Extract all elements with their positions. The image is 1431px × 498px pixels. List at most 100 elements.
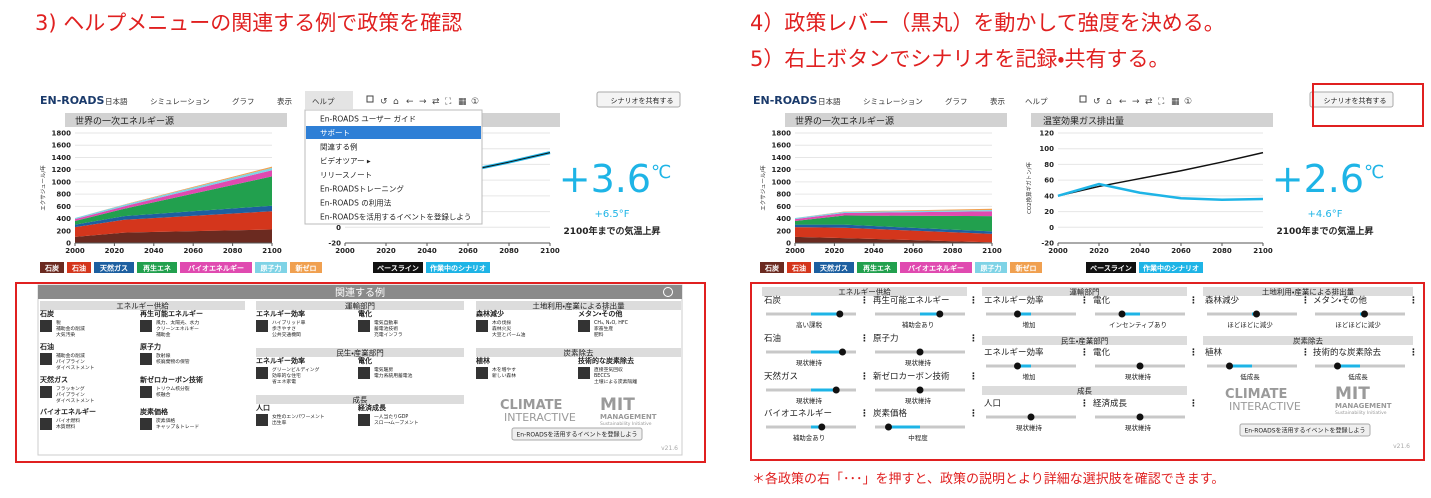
menu[interactable]: シミュレーション xyxy=(150,97,210,106)
slider-knob[interactable] xyxy=(885,423,892,431)
slider-knob[interactable] xyxy=(839,348,846,356)
example-name[interactable]: 人口 xyxy=(255,404,270,412)
example-name[interactable]: メタン・その他 xyxy=(578,309,622,318)
more-button[interactable]: ⋮ xyxy=(969,409,978,419)
event-button-label[interactable]: En-ROADSを活用するイベントを登録しよう xyxy=(1244,427,1365,435)
more-button[interactable]: ⋮ xyxy=(969,334,978,344)
menu[interactable]: ヘルプ xyxy=(1025,97,1048,106)
more-button[interactable]: ⋮ xyxy=(1189,296,1198,306)
menu[interactable]: グラフ xyxy=(945,96,968,106)
example-name[interactable]: 森林減少 xyxy=(476,309,504,318)
slider-knob[interactable] xyxy=(1253,310,1260,318)
slider-knob[interactable] xyxy=(1027,413,1035,421)
menu[interactable]: グラフ xyxy=(232,96,255,106)
slider-knob[interactable] xyxy=(832,386,840,394)
slider-knob[interactable] xyxy=(836,310,844,318)
example-name[interactable]: 石油 xyxy=(39,342,54,351)
example-line: BECCS xyxy=(594,373,610,379)
close-button[interactable] xyxy=(663,287,673,297)
more-button[interactable]: ⋮ xyxy=(1080,399,1089,409)
slider-knob[interactable] xyxy=(1118,310,1126,318)
menu-item[interactable]: En-ROADS ユーザー ガイド xyxy=(320,114,416,124)
toolbar-icon[interactable]: ⇄ xyxy=(1145,97,1153,107)
toolbar-icon[interactable]: ▦ xyxy=(1171,97,1180,107)
toolbar-icon[interactable]: ⛶ xyxy=(444,96,452,107)
event-button[interactable] xyxy=(511,427,643,441)
share-label[interactable]: シナリオを共有する xyxy=(611,96,674,105)
toolbar-icon[interactable]: ⌂ xyxy=(393,97,399,107)
slider-knob[interactable] xyxy=(936,310,944,318)
menu-item[interactable]: 関連する例 xyxy=(320,142,358,152)
example-name[interactable]: 技術的な炭素除去 xyxy=(578,356,634,365)
menu[interactable]: 表示 xyxy=(990,96,1005,106)
example-name[interactable]: エネルギー効率 xyxy=(256,356,305,365)
toolbar-icon[interactable]: ▦ xyxy=(458,97,467,107)
more-button[interactable]: ⋮ xyxy=(969,296,978,306)
more-button[interactable]: ⋮ xyxy=(860,372,869,382)
toolbar-icon[interactable]: ⌂ xyxy=(1106,97,1112,107)
example-name[interactable]: 再生可能エネルギー xyxy=(140,309,203,318)
share-label[interactable]: シナリオを共有する xyxy=(1324,96,1387,105)
more-button[interactable]: ⋮ xyxy=(860,296,869,306)
event-button-label[interactable]: En-ROADSを活用するイベントを登録しよう xyxy=(516,431,637,439)
example-name[interactable]: エネルギー効率 xyxy=(256,309,305,318)
temperature-caption: 2100年までの気温上昇 xyxy=(1276,225,1373,237)
event-button[interactable] xyxy=(1239,423,1371,437)
slider-knob[interactable] xyxy=(1136,413,1144,421)
example-name[interactable]: 植林 xyxy=(476,356,491,365)
slider-knob[interactable] xyxy=(1014,362,1021,370)
more-button[interactable]: ⋮ xyxy=(1189,348,1198,358)
example-name[interactable]: 電化 xyxy=(358,309,372,318)
toolbar-icon[interactable]: ↺ xyxy=(1093,97,1101,107)
more-button[interactable]: ⋮ xyxy=(860,334,869,344)
share-button[interactable] xyxy=(596,91,681,108)
slider-knob[interactable] xyxy=(1014,310,1021,318)
example-name[interactable]: 石炭 xyxy=(39,309,54,318)
menu[interactable]: ヘルプ xyxy=(312,97,335,106)
more-button[interactable]: ⋮ xyxy=(860,409,869,419)
menu-item[interactable]: En-ROADSトレーニング xyxy=(320,184,404,194)
more-button[interactable]: ⋮ xyxy=(1080,296,1089,306)
slider-knob[interactable] xyxy=(1361,310,1368,318)
menu[interactable]: シミュレーション xyxy=(863,97,923,106)
example-name[interactable]: 経済成長 xyxy=(357,403,387,412)
example-name[interactable]: バイオエネルギー xyxy=(40,407,96,416)
menu[interactable]: 日本語 xyxy=(105,96,128,106)
menu-item[interactable]: En-ROADSを活用するイベントを登録しよう xyxy=(320,212,471,222)
more-button[interactable]: ⋮ xyxy=(1409,348,1418,358)
toolbar-icon[interactable]: ① xyxy=(471,97,479,107)
example-name[interactable]: 新ゼロカーボン技術 xyxy=(139,375,203,384)
example-name[interactable]: 電化 xyxy=(358,356,372,365)
toolbar-icon[interactable]: ① xyxy=(1184,97,1192,107)
more-button[interactable]: ⋮ xyxy=(1301,348,1310,358)
menu[interactable]: 表示 xyxy=(277,96,292,106)
example-name[interactable]: 原子力 xyxy=(140,342,161,351)
toolbar-icon[interactable]: ← xyxy=(406,97,414,107)
menu-item[interactable]: サポート xyxy=(320,129,350,138)
more-button[interactable]: ⋮ xyxy=(1409,296,1418,306)
slider-knob[interactable] xyxy=(1136,362,1144,370)
example-line: 木を増やす xyxy=(492,366,516,373)
toolbar-icon[interactable]: → xyxy=(419,97,427,107)
slider-knob[interactable] xyxy=(818,423,826,431)
slider-knob[interactable] xyxy=(1226,362,1233,370)
toolbar-icon[interactable]: ⛶ xyxy=(1157,96,1165,107)
more-button[interactable]: ⋮ xyxy=(1301,296,1310,306)
more-button[interactable]: ⋮ xyxy=(969,372,978,382)
menu-item[interactable]: ビデオツアー ▸ xyxy=(320,156,371,166)
share-button[interactable] xyxy=(1309,91,1394,108)
slider-knob[interactable] xyxy=(916,348,924,356)
toolbar-icon[interactable]: ↺ xyxy=(380,97,388,107)
menu[interactable]: 日本語 xyxy=(818,96,841,106)
toolbar-icon[interactable]: ← xyxy=(1119,97,1127,107)
slider-knob[interactable] xyxy=(1334,362,1341,370)
menu-item[interactable]: En-ROADS の利用法 xyxy=(320,198,392,208)
slider-knob[interactable] xyxy=(916,386,924,394)
example-name[interactable]: 炭素価格 xyxy=(140,407,169,416)
more-button[interactable]: ⋮ xyxy=(1080,348,1089,358)
toolbar-icon[interactable]: ⇄ xyxy=(432,97,440,107)
example-name[interactable]: 天然ガス xyxy=(40,375,68,384)
more-button[interactable]: ⋮ xyxy=(1189,399,1198,409)
toolbar-icon[interactable]: → xyxy=(1132,97,1140,107)
menu-item[interactable]: リリースノート xyxy=(320,171,372,180)
